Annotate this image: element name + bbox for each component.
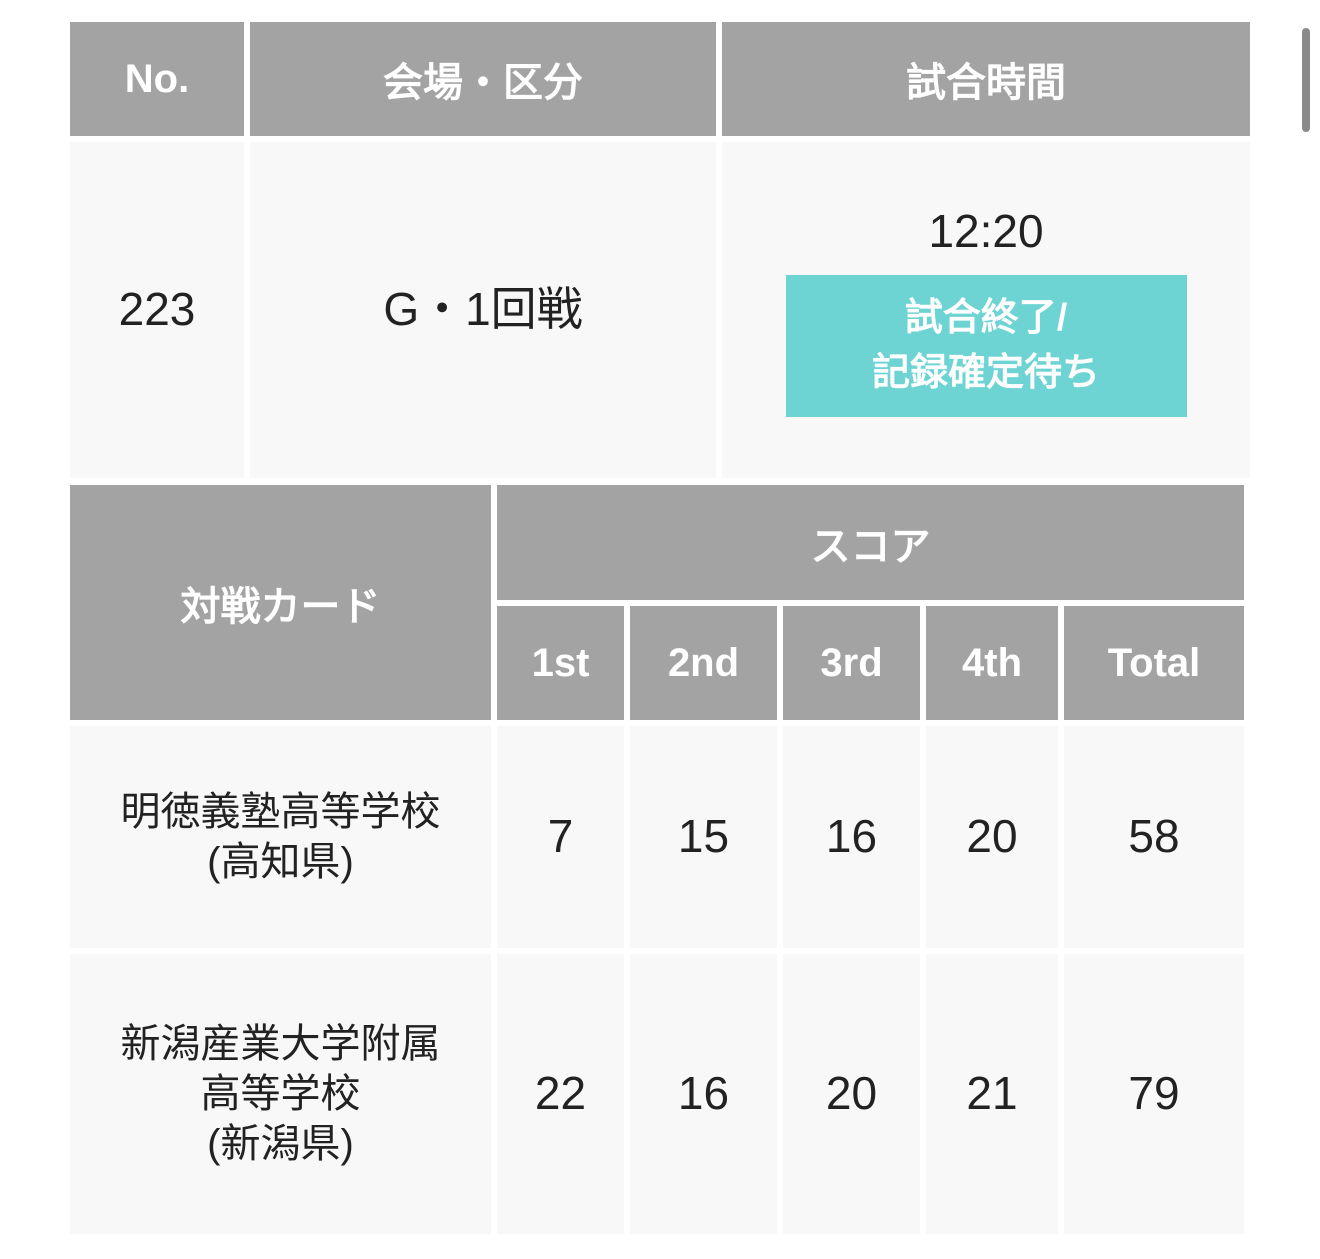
- header-matchup: 対戦カード: [70, 485, 491, 720]
- score-4th: 21: [926, 954, 1058, 1234]
- score-2nd: 16: [630, 954, 777, 1234]
- score-total: 79: [1064, 954, 1244, 1234]
- venue-round: G・1回戦: [250, 142, 716, 478]
- header-period-2nd: 2nd: [630, 606, 777, 720]
- header-period-3rd: 3rd: [783, 606, 920, 720]
- header-score: スコア: [497, 485, 1244, 600]
- header-period-1st: 1st: [497, 606, 624, 720]
- match-time: 12:20: [928, 205, 1044, 258]
- header-venue-round: 会場・区分: [250, 22, 716, 136]
- score-3rd: 20: [783, 954, 920, 1234]
- header-total: Total: [1064, 606, 1244, 720]
- team-name: 明徳義塾高等学校 (高知県): [70, 726, 491, 948]
- score-3rd: 16: [783, 726, 920, 948]
- score-1st: 22: [497, 954, 624, 1234]
- header-no: No.: [70, 22, 244, 136]
- score-4th: 20: [926, 726, 1058, 948]
- header-match-time: 試合時間: [722, 22, 1250, 136]
- score-2nd: 15: [630, 726, 777, 948]
- match-status-label: 試合終了/ 記録確定待ち: [871, 296, 1100, 394]
- match-info-table: No. 会場・区分 試合時間 223 G・1回戦 12:20 試合終了/ 記録確…: [70, 22, 1250, 478]
- scrollbar[interactable]: [1302, 28, 1310, 132]
- score-total: 58: [1064, 726, 1244, 948]
- match-time-cell: 12:20 試合終了/ 記録確定待ち: [722, 142, 1250, 478]
- match-number: 223: [70, 142, 244, 478]
- header-period-4th: 4th: [926, 606, 1058, 720]
- team-name: 新潟産業大学附属 高等学校 (新潟県): [70, 954, 491, 1234]
- score-1st: 7: [497, 726, 624, 948]
- match-status-button[interactable]: 試合終了/ 記録確定待ち: [785, 274, 1187, 417]
- score-table: 対戦カード スコア 1st 2nd 3rd 4th Total 明徳義塾高等学校…: [70, 485, 1244, 1234]
